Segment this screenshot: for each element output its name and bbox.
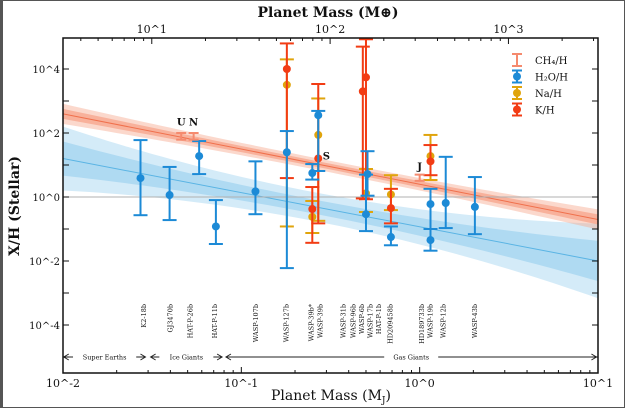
h2o-data-point [441, 198, 450, 207]
group-label: Gas Giants [393, 354, 429, 362]
k-data-point [308, 205, 317, 214]
h2o-data-point [211, 222, 220, 231]
planet-label: WASP-17b [367, 304, 375, 338]
h2o-data-point [361, 210, 370, 219]
planet-label: WASP-31b [339, 304, 347, 338]
h2o-fit-band-inner [63, 141, 598, 282]
k-data-point [426, 157, 435, 166]
planet-label: K2-18b [140, 304, 148, 328]
group-label: Ice Giants [170, 354, 203, 362]
annotation-N: N [189, 118, 198, 129]
x-axis-label-part: Planet Mass (M [271, 388, 382, 404]
y-tick-label: 10^0 [33, 193, 60, 204]
planet-label: GJ3470b [166, 304, 174, 333]
legend-label-k: K/H [535, 106, 555, 117]
legend-marker-dot [513, 105, 521, 114]
annotation-S: S [323, 151, 330, 162]
planet-label: HD209458b [387, 304, 395, 344]
planet-label: WASP-107b [252, 304, 260, 342]
legend-label-h2o: H₂O/H [535, 73, 568, 84]
arrowhead-left [149, 353, 156, 361]
planet-label: WASP-19b [426, 304, 434, 338]
planet-label: WASP-39b [317, 304, 325, 338]
planet-label: WASP-6b [358, 304, 366, 334]
x-axis-label-part: J [381, 396, 386, 406]
h2o-data-point [136, 174, 145, 183]
x-tick-label: 10^1 [583, 377, 613, 390]
arrowhead-right [140, 353, 147, 361]
h2o-data-point [282, 148, 291, 157]
arrowhead-left [224, 353, 232, 361]
planet-label: WASP-12b [439, 304, 447, 338]
h2o-data-point [165, 191, 174, 200]
h2o-data-point [470, 202, 479, 211]
h2o-data-point [195, 152, 204, 161]
h2o-data-point [386, 233, 395, 242]
legend-marker-dot [513, 72, 521, 81]
h2o-fit-line [63, 158, 598, 262]
y-tick-label: 10^4 [33, 65, 60, 76]
legend-marker-dot [513, 89, 521, 97]
group-label: Super Earths [83, 354, 127, 362]
h2o-data-point [314, 111, 323, 120]
annotation-U: U [177, 118, 186, 129]
legend-label-ch4: CH₄/H [535, 56, 568, 67]
top-axis-label: Planet Mass (M⊕) [257, 5, 398, 21]
y-tick-label: 10^2 [33, 129, 60, 140]
k-data-point [361, 73, 370, 82]
h2o-data-point [251, 187, 260, 196]
x-tick-label: 10^-1 [224, 377, 258, 390]
k-data-point [358, 87, 367, 96]
arrowhead-right [216, 353, 224, 361]
h2o-data-point [426, 236, 435, 245]
planet-label: WASP-39b* [307, 303, 315, 341]
planet-label: WASP-43b [471, 304, 479, 338]
x2-tick-label: 10^1 [137, 23, 167, 36]
k-data-point [282, 65, 291, 73]
x2-tick-label: 10^2 [315, 23, 345, 36]
planet-label: HD189733b [418, 304, 426, 344]
h2o-data-point [426, 200, 435, 209]
x2-tick-label: 10^3 [493, 23, 523, 36]
k-data-point [386, 204, 395, 213]
x-axis-label: Planet Mass (MJ) [271, 388, 391, 406]
y-tick-label: 10^-4 [29, 321, 60, 332]
y-axis-label: X/H (Stellar) [7, 156, 23, 256]
chart-svg: U N S J K2-18b GJ3470b HAT-P-26b HAT-P-11b WASP-… [7, 5, 613, 406]
x-tick-label: 10^0 [405, 377, 435, 390]
planet-label: WASP-96b [350, 304, 358, 338]
x-axis-label-part: ) [386, 388, 391, 404]
legend-label-na: Na/H [535, 89, 562, 100]
planet-label: HAT-P-11b [211, 304, 219, 338]
annotation-J: J [416, 162, 422, 173]
plot-area [63, 38, 598, 299]
ch4-fit-line [63, 113, 598, 220]
planet-label: WASP-127b [282, 304, 290, 342]
planet-label: HAT-P-1b [375, 304, 383, 334]
planet-label: HAT-P-26b [187, 304, 195, 338]
y-tick-label: 10^-2 [29, 257, 60, 268]
x-tick-label: 10^-2 [46, 377, 80, 390]
